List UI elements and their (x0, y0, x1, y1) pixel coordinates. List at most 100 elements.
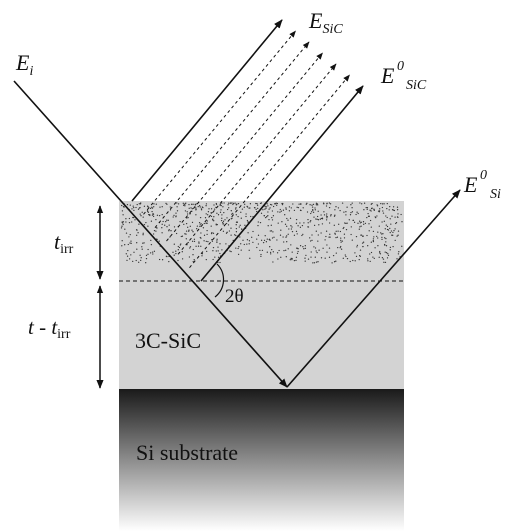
defect-dot (322, 247, 324, 249)
defect-dot (207, 211, 210, 213)
defect-dot (145, 257, 148, 260)
defect-dot (383, 243, 386, 246)
defect-dot (231, 213, 233, 215)
defect-dot (259, 249, 261, 252)
defect-dot (268, 238, 270, 241)
defect-dot (220, 209, 222, 211)
defect-dot (333, 224, 335, 226)
defect-dot (315, 204, 318, 206)
svg-text:E: E (463, 172, 478, 197)
defect-dot (168, 260, 170, 263)
defect-dot (335, 236, 337, 239)
defect-dot (356, 211, 358, 213)
defect-dot (267, 215, 269, 217)
defect-dot (278, 249, 280, 252)
defect-dot (321, 217, 324, 219)
defect-dot (361, 203, 363, 205)
defect-dot (252, 241, 254, 244)
defect-dot (122, 214, 124, 216)
defect-dot (250, 215, 252, 218)
defect-dot (132, 205, 134, 207)
defect-dot (196, 225, 199, 227)
defect-dot (217, 246, 219, 248)
defect-dot (381, 257, 384, 259)
defect-dot (297, 225, 299, 227)
defect-dot (199, 206, 201, 208)
defect-dot (396, 258, 398, 260)
defect-dot (244, 203, 246, 205)
defect-dot (215, 250, 217, 252)
defect-dot (149, 207, 152, 210)
defect-dot (175, 232, 178, 235)
defect-dot (394, 216, 396, 218)
defect-dot (353, 221, 356, 223)
defect-dot (340, 237, 342, 239)
defect-dot (348, 219, 350, 221)
defect-dot (279, 208, 281, 211)
defect-dot (191, 221, 194, 224)
defect-dot (161, 223, 163, 225)
defect-dot (192, 260, 194, 263)
defect-dot (395, 221, 398, 224)
defect-dot (269, 230, 271, 232)
defect-dot (340, 239, 342, 242)
defect-dot (304, 260, 306, 262)
defect-dot (162, 220, 164, 223)
defect-dot (379, 252, 381, 254)
defect-dot (182, 202, 184, 204)
defect-dot (212, 258, 214, 261)
dashed-beam (143, 30, 296, 215)
defect-dot (129, 233, 131, 236)
defect-dot (296, 206, 298, 208)
defect-dot (126, 255, 129, 257)
defect-dot (304, 245, 306, 247)
defect-dot (214, 256, 216, 258)
defect-dot (316, 251, 318, 254)
defect-dot (385, 245, 388, 247)
defect-dot (349, 260, 351, 263)
defect-dot (270, 253, 272, 255)
defect-dot (290, 257, 292, 260)
defect-dot (248, 243, 250, 245)
defect-dot (238, 226, 240, 228)
defect-dot (265, 241, 268, 243)
defect-dot (293, 259, 296, 262)
defect-dot (280, 210, 282, 212)
defect-dot (350, 204, 352, 206)
defect-dot (145, 221, 147, 224)
defect-dot (351, 207, 353, 209)
svg-text:0: 0 (480, 168, 487, 183)
defect-dot (161, 259, 164, 261)
defect-dot (350, 226, 352, 228)
defect-dot (272, 205, 275, 208)
defect-dot (261, 249, 264, 252)
defect-dot (156, 238, 158, 241)
defect-dot (120, 227, 123, 229)
defect-dot (354, 260, 356, 262)
defect-dot (225, 222, 228, 225)
defect-dot (307, 258, 310, 260)
defect-dot (165, 202, 167, 205)
defect-dot (156, 214, 159, 216)
defect-dot (272, 231, 274, 233)
defect-dot (334, 209, 336, 211)
defect-dot (158, 214, 161, 217)
defect-dot (373, 257, 375, 260)
svg-text:E: E (380, 63, 395, 88)
defect-dot (363, 223, 365, 225)
defect-dot (358, 258, 360, 261)
defect-dot (384, 228, 386, 230)
defect-dot (194, 203, 196, 205)
defect-dot (392, 206, 395, 208)
defect-dot (145, 262, 147, 264)
defect-dot (237, 247, 239, 250)
defect-dot (382, 210, 384, 212)
defect-dot (291, 257, 293, 260)
defect-dot (169, 206, 171, 208)
defect-dot (257, 234, 260, 236)
label-sic-layer: 3C-SiC (135, 328, 201, 353)
defect-dot (212, 232, 215, 234)
defect-dot (270, 230, 273, 232)
defect-dot (239, 236, 241, 238)
defect-dot (217, 256, 220, 258)
